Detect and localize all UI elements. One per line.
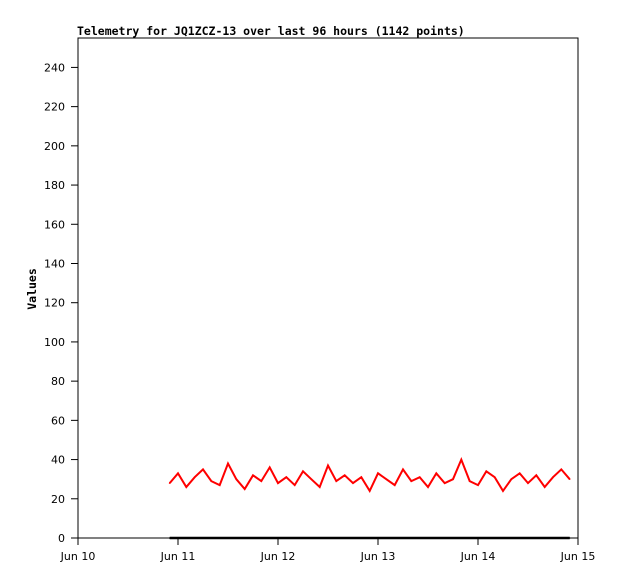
data-point	[218, 484, 221, 486]
data-point	[335, 480, 338, 482]
data-point	[285, 476, 288, 479]
data-point	[443, 482, 446, 484]
y-tick-label: 20	[51, 493, 65, 506]
data-point	[535, 474, 538, 477]
y-tick-label: 80	[51, 375, 65, 388]
x-tick-label: Jun 12	[260, 550, 296, 563]
data-point	[502, 490, 504, 492]
data-point	[202, 468, 204, 471]
data-point	[168, 537, 171, 539]
data-point	[393, 484, 396, 486]
data-point	[493, 476, 496, 479]
data-point	[377, 472, 379, 475]
data-point	[543, 486, 546, 488]
plot-frame	[77, 37, 579, 539]
x-tick-label: Jun 13	[360, 550, 396, 563]
data-point	[177, 472, 179, 475]
data-point	[410, 480, 413, 482]
y-tick-label: 140	[44, 257, 65, 270]
data-point	[568, 478, 571, 480]
y-tick-label: 160	[44, 218, 65, 231]
data-point	[485, 470, 488, 473]
data-point	[468, 480, 471, 482]
data-point	[385, 478, 388, 480]
data-point	[293, 484, 296, 486]
data-point	[210, 480, 213, 482]
data-point	[560, 468, 563, 471]
data-point	[268, 466, 271, 469]
y-tick-label: 40	[51, 454, 65, 467]
data-point	[427, 486, 429, 488]
data-point	[260, 480, 263, 482]
y-tick-label: 200	[44, 140, 65, 153]
x-tick-label: Jun 15	[560, 550, 596, 563]
x-tick-label: Jun 14	[460, 550, 496, 563]
y-tick-label: 60	[51, 414, 65, 427]
y-tick-label: 220	[44, 101, 65, 114]
chart-title: Telemetry for JQ1ZCZ-13 over last 96 hou…	[77, 24, 465, 38]
data-point	[227, 462, 229, 465]
data-point	[402, 468, 404, 471]
data-point	[435, 472, 438, 475]
y-axis-label: Values	[25, 268, 39, 310]
series-line-0	[168, 456, 571, 494]
data-point	[460, 458, 463, 461]
y-tick-label: 120	[44, 297, 65, 310]
data-point	[302, 470, 304, 473]
data-point	[527, 482, 529, 484]
data-point	[518, 472, 521, 475]
data-point	[418, 476, 421, 479]
x-tick-label: Jun 10	[60, 550, 96, 563]
data-point	[327, 464, 329, 467]
data-point	[185, 486, 188, 488]
data-point	[310, 478, 313, 480]
data-point	[343, 474, 346, 477]
data-point	[352, 482, 354, 484]
data-point	[318, 486, 321, 488]
data-point	[552, 476, 554, 479]
x-tick-label: Jun 11	[160, 550, 196, 563]
data-point	[243, 488, 246, 490]
data-point	[252, 474, 254, 477]
y-tick-label: 100	[44, 336, 65, 349]
data-point	[235, 478, 238, 480]
data-point	[277, 482, 279, 484]
data-point	[510, 478, 513, 480]
data-point	[193, 476, 196, 479]
data-point	[477, 484, 479, 486]
y-tick-label: 240	[44, 61, 65, 74]
data-point	[452, 478, 454, 480]
data-point	[568, 537, 571, 539]
data-point	[360, 476, 363, 479]
data-point	[168, 482, 171, 484]
y-tick-label: 0	[58, 532, 65, 545]
y-tick-label: 180	[44, 179, 65, 192]
data-point	[368, 490, 371, 492]
